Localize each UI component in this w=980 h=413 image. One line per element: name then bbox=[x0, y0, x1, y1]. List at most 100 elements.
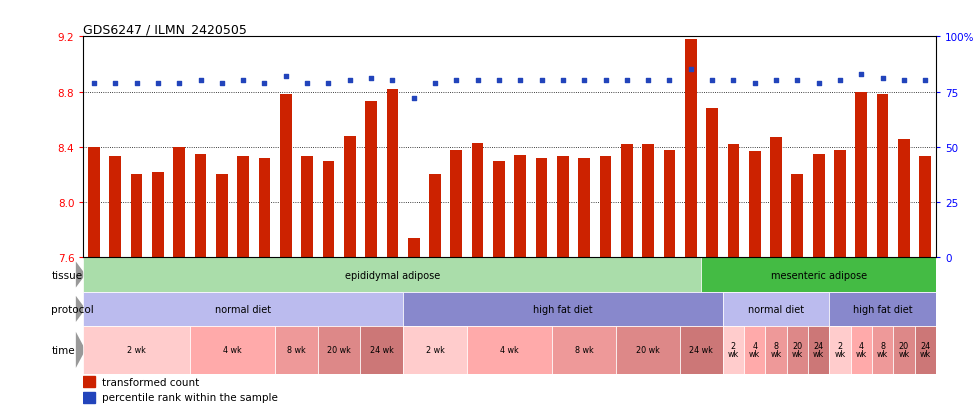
Bar bbox=[663, 150, 675, 258]
Bar bbox=[83, 377, 95, 387]
Bar bbox=[808, 326, 829, 374]
Point bbox=[342, 78, 358, 85]
Point bbox=[640, 78, 656, 85]
Point bbox=[896, 78, 911, 85]
Bar bbox=[898, 139, 909, 258]
Bar bbox=[829, 292, 936, 326]
Bar bbox=[856, 92, 867, 258]
Bar bbox=[536, 159, 548, 258]
Text: 20 wk: 20 wk bbox=[636, 346, 661, 354]
Bar bbox=[318, 326, 361, 374]
Text: 2 wk: 2 wk bbox=[127, 346, 146, 354]
Text: protocol: protocol bbox=[51, 304, 94, 314]
Bar bbox=[83, 392, 95, 403]
Point bbox=[235, 78, 251, 85]
Text: high fat diet: high fat diet bbox=[853, 304, 912, 314]
Text: time: time bbox=[51, 345, 74, 355]
Point bbox=[810, 80, 826, 87]
Point bbox=[875, 76, 891, 82]
Bar bbox=[386, 90, 398, 258]
Text: 20
wk: 20 wk bbox=[792, 342, 803, 358]
Point bbox=[513, 78, 528, 85]
Bar bbox=[642, 145, 654, 258]
Bar bbox=[616, 326, 680, 374]
Bar bbox=[173, 147, 185, 258]
Text: 20 wk: 20 wk bbox=[327, 346, 351, 354]
Bar bbox=[190, 326, 275, 374]
Point bbox=[469, 78, 485, 85]
Bar bbox=[408, 238, 419, 258]
Bar bbox=[361, 326, 403, 374]
Text: normal diet: normal diet bbox=[215, 304, 271, 314]
Bar bbox=[130, 175, 142, 258]
Text: high fat diet: high fat diet bbox=[533, 304, 593, 314]
Point bbox=[364, 76, 379, 82]
Bar bbox=[851, 326, 872, 374]
Bar bbox=[894, 326, 914, 374]
Point bbox=[683, 67, 699, 74]
Text: 8
wk: 8 wk bbox=[877, 342, 888, 358]
Bar bbox=[680, 326, 723, 374]
Text: 2
wk: 2 wk bbox=[728, 342, 739, 358]
Bar bbox=[723, 292, 829, 326]
Text: 4
wk: 4 wk bbox=[856, 342, 867, 358]
Bar bbox=[557, 157, 568, 258]
Bar bbox=[578, 159, 590, 258]
Bar bbox=[275, 326, 318, 374]
Bar bbox=[914, 326, 936, 374]
Point bbox=[299, 80, 315, 87]
Bar bbox=[727, 145, 739, 258]
Point bbox=[534, 78, 550, 85]
Bar bbox=[195, 154, 207, 258]
Point bbox=[278, 74, 294, 80]
Bar bbox=[621, 145, 633, 258]
Bar bbox=[429, 175, 441, 258]
Point bbox=[427, 80, 443, 87]
Bar bbox=[451, 150, 463, 258]
Point bbox=[214, 80, 229, 87]
Point bbox=[747, 80, 762, 87]
Bar bbox=[280, 95, 292, 258]
Text: 24
wk: 24 wk bbox=[919, 342, 931, 358]
Bar bbox=[301, 157, 313, 258]
Bar bbox=[770, 138, 782, 258]
Polygon shape bbox=[75, 332, 85, 368]
Point bbox=[662, 78, 677, 85]
Bar bbox=[83, 258, 702, 292]
Text: 20
wk: 20 wk bbox=[899, 342, 909, 358]
Text: 24 wk: 24 wk bbox=[369, 346, 394, 354]
Polygon shape bbox=[75, 296, 85, 322]
Point bbox=[150, 80, 166, 87]
Point bbox=[257, 80, 272, 87]
Bar bbox=[919, 157, 931, 258]
Bar bbox=[514, 156, 526, 258]
Point bbox=[128, 80, 144, 87]
Point bbox=[172, 80, 187, 87]
Point bbox=[491, 78, 507, 85]
Point bbox=[449, 78, 465, 85]
Bar bbox=[110, 157, 122, 258]
Text: transformed count: transformed count bbox=[103, 377, 200, 387]
Bar bbox=[237, 157, 249, 258]
Point bbox=[384, 78, 400, 85]
Text: 4 wk: 4 wk bbox=[223, 346, 242, 354]
Bar bbox=[787, 326, 808, 374]
Text: tissue: tissue bbox=[51, 270, 82, 280]
Bar bbox=[553, 326, 616, 374]
Bar bbox=[600, 157, 612, 258]
Bar bbox=[493, 161, 505, 258]
Bar bbox=[152, 172, 164, 258]
Bar bbox=[707, 109, 718, 258]
Point bbox=[917, 78, 933, 85]
Point bbox=[790, 78, 806, 85]
Bar bbox=[403, 292, 723, 326]
Text: 8 wk: 8 wk bbox=[287, 346, 306, 354]
Bar bbox=[322, 161, 334, 258]
Text: 24 wk: 24 wk bbox=[690, 346, 713, 354]
Bar bbox=[834, 150, 846, 258]
Bar bbox=[749, 152, 760, 258]
Bar bbox=[872, 326, 894, 374]
Point bbox=[555, 78, 570, 85]
Point bbox=[86, 80, 102, 87]
Bar bbox=[765, 326, 787, 374]
